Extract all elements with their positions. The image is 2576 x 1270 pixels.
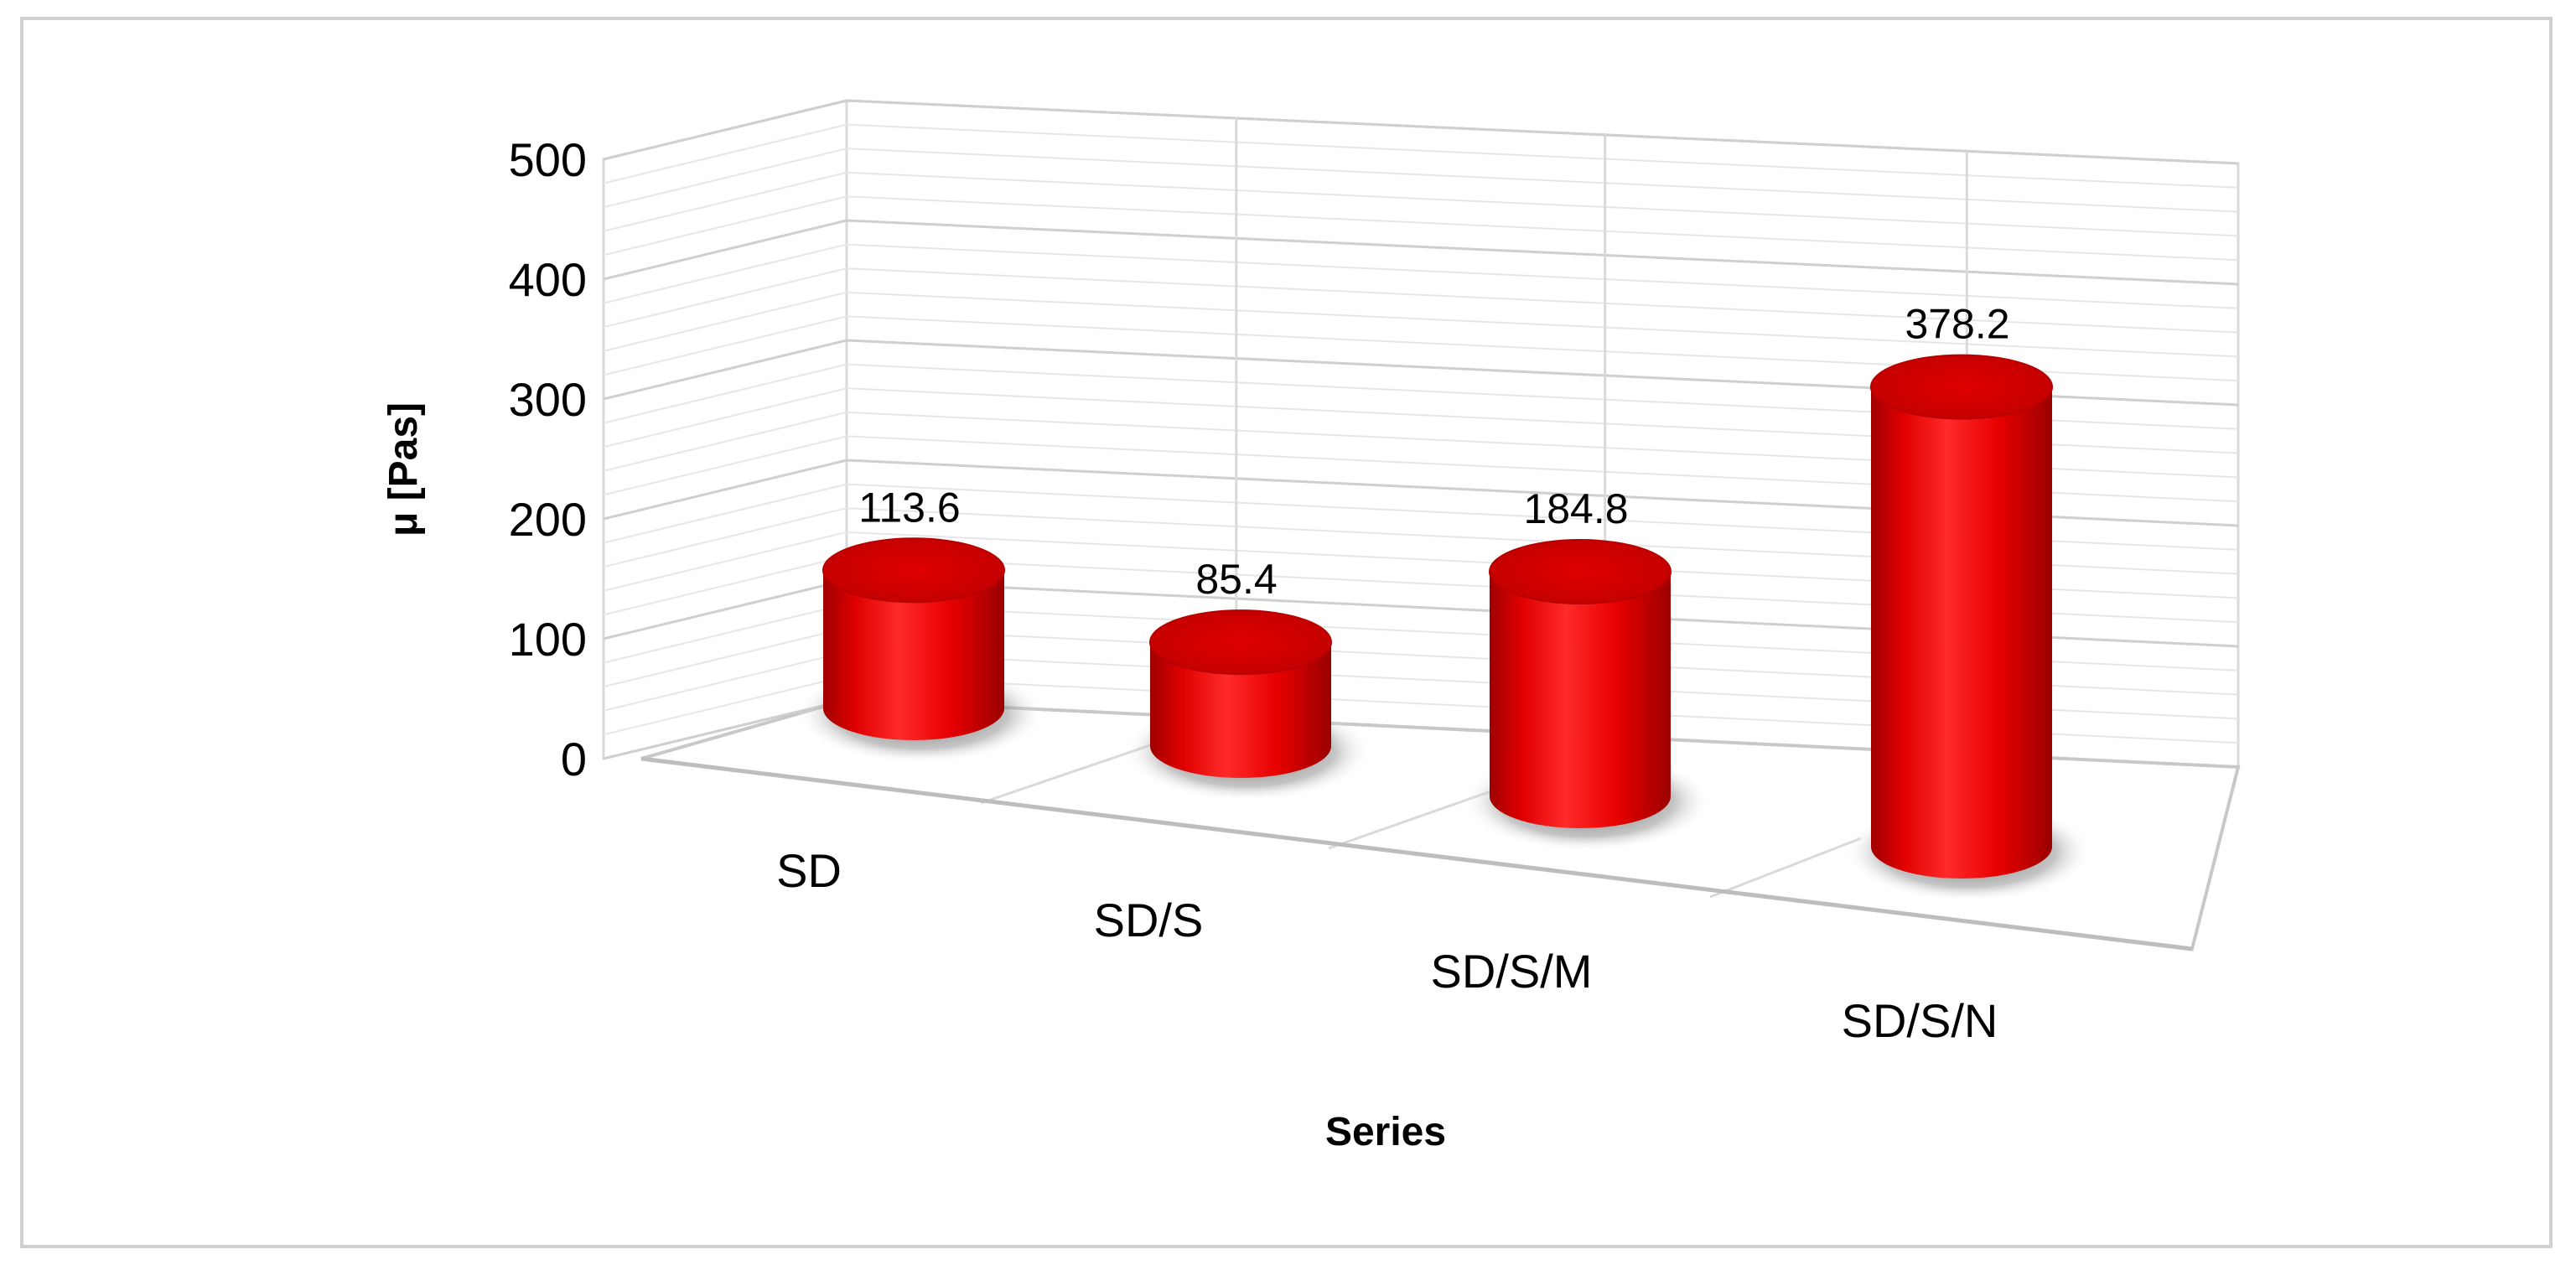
data-label: 113.6 <box>858 484 960 531</box>
bar-body <box>1490 572 1671 828</box>
floor-divider <box>1709 837 1862 899</box>
bar-sd <box>796 537 1044 764</box>
minor-gridline <box>603 243 2239 309</box>
minor-gridline <box>603 171 2239 237</box>
minor-gridline <box>603 363 2239 430</box>
x-tick-labels: SD SD/S SD/S/M SD/S/N <box>776 844 1998 1047</box>
bar-top <box>822 537 1005 604</box>
minor-gridline <box>603 291 2239 358</box>
y-tick-labels: 0 100 200 300 400 500 <box>509 133 587 785</box>
data-label: 85.4 <box>1195 556 1277 603</box>
minor-gridline <box>603 195 2239 262</box>
y-tick-label: 500 <box>509 133 587 186</box>
y-tick-label: 400 <box>509 253 587 306</box>
y-tick-label: 100 <box>509 613 587 666</box>
data-label: 378.2 <box>1905 301 2009 348</box>
minor-gridline <box>603 387 2239 454</box>
data-labels: 113.6 85.4 184.8 378.2 <box>858 301 2009 604</box>
x-tick-label: SD <box>776 844 842 897</box>
major-gridline <box>603 99 2239 165</box>
major-gridline <box>603 339 2239 407</box>
bar-sd-s <box>1123 609 1371 801</box>
chart-floor <box>640 697 2241 951</box>
y-axis-title: μ [Pas] <box>381 402 426 537</box>
minor-gridline <box>603 315 2239 382</box>
y-tick-label: 200 <box>509 493 587 546</box>
x-tick-label: SD/S/M <box>1431 945 1593 998</box>
minor-gridline <box>603 123 2239 189</box>
bar-body <box>1150 642 1331 778</box>
minor-gridline <box>603 507 2239 575</box>
x-axis-title: Series <box>1325 1110 1446 1154</box>
x-tick-label: SD/S <box>1094 894 1204 946</box>
y-tick-label: 0 <box>561 733 587 785</box>
bar-sd-s-n <box>1844 354 2092 902</box>
x-tick-label: SD/S/N <box>1842 994 1998 1047</box>
minor-gridline <box>603 411 2239 479</box>
data-label: 184.8 <box>1523 485 1628 532</box>
bar-body <box>823 570 1004 740</box>
bar-top <box>1870 354 2053 420</box>
minor-gridline <box>603 531 2239 599</box>
minor-gridline <box>603 148 2239 213</box>
bar-top <box>1489 539 1672 605</box>
floor-front-edge <box>640 756 2193 951</box>
side-wall <box>602 99 848 760</box>
bar-body <box>1871 386 2052 879</box>
bar-sd-s-m <box>1463 539 1711 852</box>
minor-gridline <box>603 435 2239 503</box>
major-gridline <box>603 219 2239 286</box>
minor-gridline <box>603 267 2239 334</box>
major-gridline <box>603 459 2239 527</box>
bars <box>796 354 2092 902</box>
bar-top <box>1149 609 1332 676</box>
y-tick-label: 300 <box>509 373 587 426</box>
minor-gridline <box>603 483 2239 551</box>
